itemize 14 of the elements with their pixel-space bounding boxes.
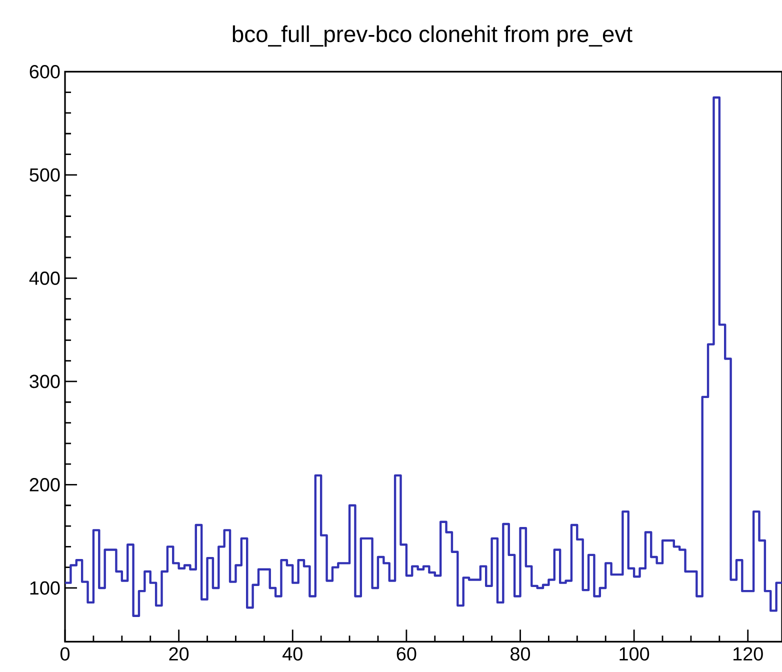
y-tick-label: 500 <box>30 168 60 182</box>
x-tick-label: 20 <box>169 647 189 661</box>
x-tick-label: 0 <box>60 647 70 661</box>
x-tick-label: 80 <box>510 647 530 661</box>
x-tick-label: 100 <box>620 647 650 661</box>
y-tick-label: 300 <box>30 374 60 388</box>
x-tick-label: 40 <box>282 647 302 661</box>
y-tick-label: 200 <box>30 478 60 492</box>
chart-title: bco_full_prev-bco clonehit from pre_evt <box>232 25 632 47</box>
x-tick-label: 60 <box>396 647 416 661</box>
y-tick-label: 400 <box>29 272 60 285</box>
x-tick-label: 120 <box>734 647 763 661</box>
y-tick-label: 600 <box>30 64 60 78</box>
y-tick-label: 100 <box>30 581 60 595</box>
